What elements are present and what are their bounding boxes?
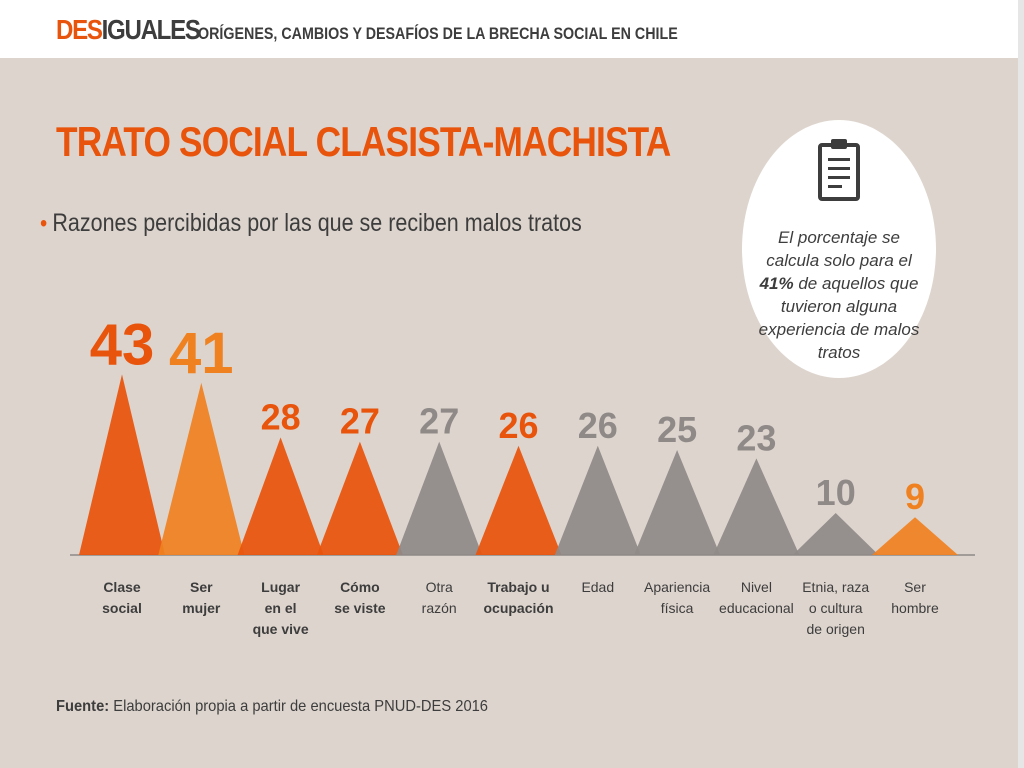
brand-part1: DES — [56, 14, 103, 45]
header: DESIGUALES ORÍGENES, CAMBIOS Y DESAFÍOS … — [0, 0, 1024, 58]
chart-marks: 43 Clase social 41 Ser mujer 28 Lugar en el que v… — [79, 312, 958, 637]
brand-logo: DESIGUALES — [56, 14, 201, 46]
category-label-11: Ser hombre — [891, 579, 939, 616]
category-label-4: Cómo se viste — [334, 579, 386, 616]
data-label-7: 26 — [578, 405, 618, 446]
source-text: Elaboración propia a partir de encuesta … — [109, 698, 488, 715]
bullet-icon: • — [40, 210, 48, 237]
chart-subtitle-text: Razones percibidas por las que se recibe… — [52, 209, 582, 237]
data-label-4: 27 — [340, 401, 380, 442]
chart-triangle-6 — [475, 445, 562, 555]
data-label-8: 25 — [657, 409, 697, 450]
chart-triangle-11 — [872, 517, 958, 555]
data-label-9: 23 — [736, 417, 776, 458]
right-border — [1018, 0, 1024, 768]
source-note: Fuente: Elaboración propia a partir de e… — [56, 698, 488, 716]
category-label-6: Trabajo u ocupación — [483, 579, 553, 616]
data-label-3: 28 — [261, 396, 301, 437]
chart-triangle-5 — [396, 441, 483, 555]
chart-subtitle: • Razones percibidas por las que se recib… — [40, 208, 582, 239]
chart-triangle-2 — [158, 382, 245, 555]
chart-triangle-4 — [316, 441, 403, 555]
chart-triangle-10 — [792, 513, 879, 555]
category-label-5: Otra razón — [422, 579, 457, 616]
data-label-5: 27 — [419, 401, 459, 442]
category-label-8: Apariencia física — [644, 579, 710, 616]
category-label-3: Lugar en el que vive — [253, 579, 309, 637]
brand-part2: IGUALES — [101, 14, 201, 45]
category-label-2: Ser mujer — [182, 579, 221, 616]
category-label-1: Clase social — [102, 579, 142, 616]
data-label-6: 26 — [498, 405, 538, 446]
note-text-after: de aquellos que tuvieron alguna experien… — [758, 274, 920, 362]
note-circle — [742, 120, 936, 378]
chart-triangle-9 — [713, 458, 800, 555]
chart-triangle-7 — [554, 445, 641, 555]
source-label: Fuente: — [56, 698, 110, 715]
note-text-before: El porcentaje se calcula solo para el — [766, 228, 912, 270]
note-highlight: 41% — [759, 274, 794, 293]
data-label-11: 9 — [905, 476, 925, 517]
data-label-2: 41 — [169, 321, 234, 386]
category-label-10: Etnia, raza o cultura de origen — [802, 579, 869, 637]
category-label-9: Nivel educacional — [719, 579, 794, 616]
chart-triangle-3 — [237, 437, 324, 555]
chart-triangle-8 — [634, 450, 721, 555]
chart-triangle-1 — [79, 374, 165, 555]
data-label-10: 10 — [816, 472, 856, 513]
header-subtitle: ORÍGENES, CAMBIOS Y DESAFÍOS DE LA BRECH… — [198, 24, 678, 43]
note-text: El porcentaje se calcula solo para el 41… — [752, 226, 926, 364]
category-label-7: Edad — [581, 579, 614, 595]
clipboard-icon — [818, 139, 860, 201]
data-label-1: 43 — [90, 312, 155, 377]
page-title: TRATO SOCIAL CLASISTA-MACHISTA — [56, 118, 671, 165]
